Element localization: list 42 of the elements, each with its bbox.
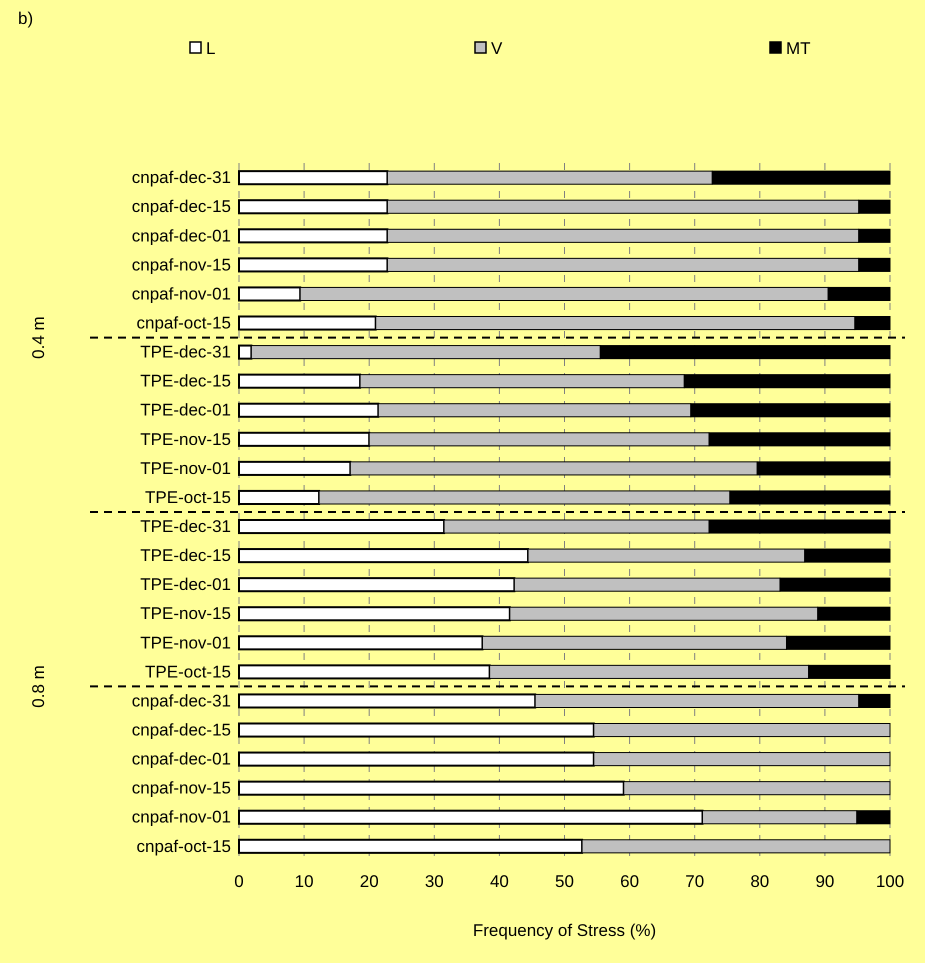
y-tick-label: cnpaf-oct-15 (136, 836, 231, 856)
y-tick-label: cnpaf-nov-15 (132, 255, 231, 274)
x-tick-label: 100 (876, 872, 904, 892)
x-tick-label: 70 (685, 872, 704, 892)
y-tick-label: cnpaf-oct-15 (136, 313, 231, 332)
x-tick-label: 90 (815, 872, 834, 892)
y-tick-label: TPE-dec-01 (140, 400, 231, 420)
x-tick-label: 0 (234, 872, 244, 892)
text: 0.8 m (29, 665, 48, 708)
y-tick-label: cnpaf-dec-15 (132, 197, 231, 216)
x-tick-label: 40 (490, 872, 509, 892)
y-tick-label: cnpaf-nov-01 (132, 284, 231, 304)
x-tick-label: 80 (750, 872, 770, 892)
y-tick-label: TPE-dec-31 (140, 342, 231, 362)
y-tick-label: TPE-dec-15 (140, 372, 231, 391)
y-tick-label: cnpaf-nov-01 (132, 808, 231, 827)
x-tick-label: 30 (424, 872, 444, 892)
y-tick-label: TPE-nov-01 (140, 633, 231, 652)
text: b) (18, 9, 34, 28)
y-tick-label: cnpaf-nov-15 (132, 778, 231, 798)
y-tick-label: TPE-nov-15 (140, 430, 231, 449)
y-tick-label: cnpaf-dec-31 (132, 691, 231, 710)
text: 0.4 m (29, 316, 48, 359)
x-tick-label: 60 (620, 872, 640, 892)
x-axis-title: Frequency of Stress (%) (472, 921, 656, 940)
y-tick-label: cnpaf-dec-31 (132, 168, 231, 188)
y-tick-label: TPE-dec-15 (140, 546, 231, 566)
y-tick-label: cnpaf-dec-01 (132, 226, 231, 246)
y-tick-label: TPE-dec-01 (140, 575, 231, 594)
y-tick-label: cnpaf-dec-15 (132, 720, 231, 740)
y-tick-label: TPE-nov-15 (140, 604, 231, 624)
y-tick-label: TPE-dec-31 (140, 516, 231, 536)
legend-label: V (491, 39, 503, 58)
x-tick-label: 20 (360, 872, 379, 892)
legend-label: MT (786, 39, 811, 58)
legend-label: L (206, 39, 216, 58)
y-tick-label: cnpaf-dec-01 (132, 750, 231, 769)
x-tick-label: 50 (555, 872, 574, 892)
x-tick-label: 10 (294, 872, 314, 892)
y-tick-label: TPE-oct-15 (145, 662, 231, 682)
y-tick-label: TPE-oct-15 (145, 488, 231, 507)
y-tick-label: TPE-nov-01 (140, 458, 231, 478)
